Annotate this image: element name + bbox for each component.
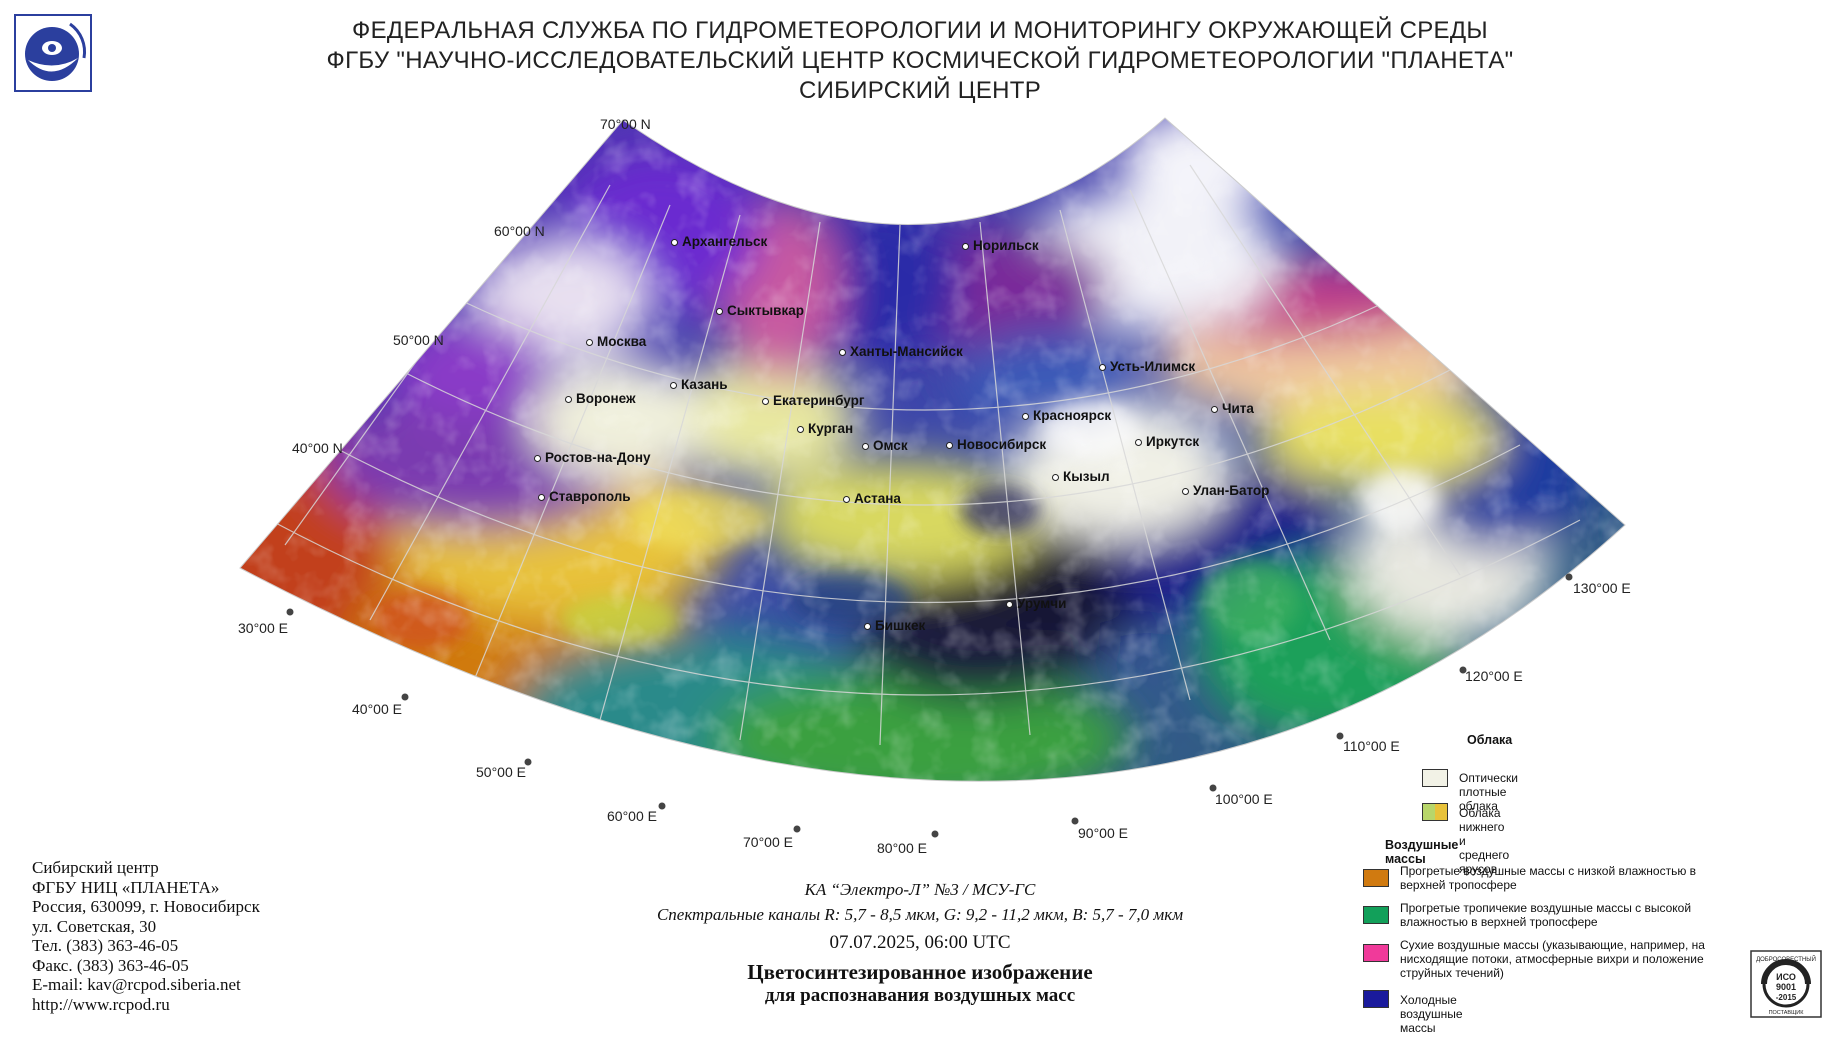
lon-label-30: 30°00 E	[238, 620, 288, 636]
contact-email: E-mail: kav@rcpod.siberia.net	[32, 975, 241, 994]
legend-label-dense-clouds: Оптически плотные облака	[1459, 771, 1518, 813]
city-bishkek: Бишкек	[863, 618, 926, 633]
city-yekaterinburg: Екатеринбург	[761, 393, 865, 408]
caption-satellite: КА “Электро-Л” №3 / МСУ-ГС	[804, 880, 1036, 899]
legend-label-cold: Холодные воздушные массы	[1400, 993, 1463, 1035]
city-novosibirsk: Новосибирск	[945, 437, 1047, 452]
city-kyzyl: Кызыл	[1052, 469, 1110, 484]
city-kazan: Казань	[670, 377, 728, 392]
iso-badge-bottom: ПОСТАВЩИК	[1769, 1010, 1805, 1016]
city-ulaanbaatar: Улан-Батор	[1181, 483, 1270, 498]
legend-label-low-mid-clouds: Облака нижнего и среднего ярусов	[1459, 806, 1510, 876]
legend-swatch-dry	[1363, 944, 1389, 962]
city-omsk: Омск	[862, 438, 908, 453]
city-chita: Чита	[1211, 401, 1254, 416]
iso-badge-9001: 9001	[1776, 982, 1796, 992]
city-norilsk: Норильск	[962, 238, 1039, 253]
iso-badge-iso: ИСО	[1776, 972, 1796, 982]
city-rostov-na-donu: Ростов-на-Дону	[534, 450, 651, 465]
legend-label-dry: Сухие воздушные массы (указывающие, напр…	[1400, 938, 1705, 980]
lon-label-90: 90°00 E	[1078, 825, 1128, 841]
city-ust-ilimsk: Усть-Илимск	[1098, 359, 1196, 374]
lon-label-120: 120°00 E	[1465, 668, 1523, 684]
city-krasnoyarsk: Красноярск	[1021, 408, 1112, 423]
iso-9001-badge: ДОБРОСОВЕСТНЫЙ ИСО 9001 -2015 ПОСТАВЩИК	[1750, 950, 1822, 1018]
header-line-2: ФГБУ "НАУЧНО-ИССЛЕДОВАТЕЛЬСКИЙ ЦЕНТР КОС…	[326, 47, 1514, 74]
lat-label-50: 50°00 N	[393, 332, 444, 348]
legend-air-title: Воздушные массы	[1385, 838, 1459, 866]
city-syktyvkar: Сыктывкар	[716, 303, 804, 318]
contact-website: http://www.rcpod.ru	[32, 994, 170, 1014]
contact-phone: Тел. (383) 363-46-05	[32, 936, 179, 955]
lon-label-130: 130°00 E	[1573, 580, 1631, 596]
lon-label-40: 40°00 E	[352, 701, 402, 717]
legend-swatch-warm-humid	[1363, 906, 1389, 924]
city-moscow: Москва	[585, 334, 647, 349]
legend-label-warm-dry: Прогретые воздушные массы с низкой влажн…	[1400, 864, 1697, 892]
lon-label-50: 50°00 E	[476, 764, 526, 780]
lon-label-100: 100°00 E	[1215, 791, 1273, 807]
city-khanty-mansiysk: Ханты-Мансийск	[839, 344, 963, 359]
lon-label-80: 80°00 E	[877, 840, 927, 856]
lon-label-110: 110°00 E	[1343, 738, 1400, 754]
legend-clouds-title: Облака	[1467, 733, 1513, 747]
caption-title-2: для распознавания воздушных масс	[764, 985, 1076, 1006]
page-header: ФЕДЕРАЛЬНАЯ СЛУЖБА ПО ГИДРОМЕТЕОРОЛОГИИ …	[0, 16, 1840, 106]
city-voronezh: Воронеж	[565, 391, 636, 406]
caption-title-1: Цветосинтезированное изображение	[747, 960, 1093, 984]
legend-swatch-cold	[1363, 990, 1389, 1008]
lat-label-40: 40°00 N	[292, 440, 343, 456]
contact-line-2: ФГБУ НИЦ «ПЛАНЕТА»	[32, 877, 220, 897]
city-astana: Астана	[843, 491, 901, 506]
lat-label-60: 60°00 N	[494, 223, 545, 239]
lon-label-60: 60°00 E	[607, 808, 657, 824]
contact-line-4: ул. Советская, 30	[32, 916, 157, 936]
lon-label-70: 70°00 E	[743, 834, 793, 850]
contact-line-1: Сибирский центр	[32, 858, 159, 877]
city-arkhangelsk: Архангельск	[670, 234, 768, 249]
city-kurgan: Курган	[796, 421, 854, 436]
iso-badge-2015: -2015	[1776, 993, 1797, 1002]
caption-channels: Спектральные каналы R: 5,7 - 8,5 мкм, G:…	[656, 905, 1184, 924]
legend-swatch-warm-dry	[1363, 869, 1389, 887]
contact-line-3: Россия, 630099, г. Новосибирск	[32, 897, 260, 916]
iso-badge-top: ДОБРОСОВЕСТНЫЙ	[1756, 955, 1816, 963]
legend-swatch-dense-clouds	[1422, 769, 1448, 787]
city-irkutsk: Иркутск	[1134, 434, 1200, 449]
lat-label-70: 70°00 N	[600, 116, 651, 132]
city-urumqi: Урумчи	[1005, 596, 1067, 611]
caption-datetime: 07.07.2025, 06:00 UTC	[829, 932, 1011, 953]
contact-fax: Факс. (383) 363-46-05	[32, 955, 189, 975]
legend-swatch-low-mid-clouds	[1422, 803, 1448, 821]
planeta-logo	[14, 14, 92, 92]
contact-block: Сибирский центр ФГБУ НИЦ «ПЛАНЕТА» Росси…	[32, 858, 260, 1014]
legend-label-warm-humid: Прогретые тропичекие воздушные массы с в…	[1400, 901, 1692, 929]
header-line-1: ФЕДЕРАЛЬНАЯ СЛУЖБА ПО ГИДРОМЕТЕОРОЛОГИИ …	[352, 17, 1488, 44]
header-line-3: СИБИРСКИЙ ЦЕНТР	[798, 77, 1042, 104]
city-stavropol: Ставрополь	[538, 489, 631, 504]
